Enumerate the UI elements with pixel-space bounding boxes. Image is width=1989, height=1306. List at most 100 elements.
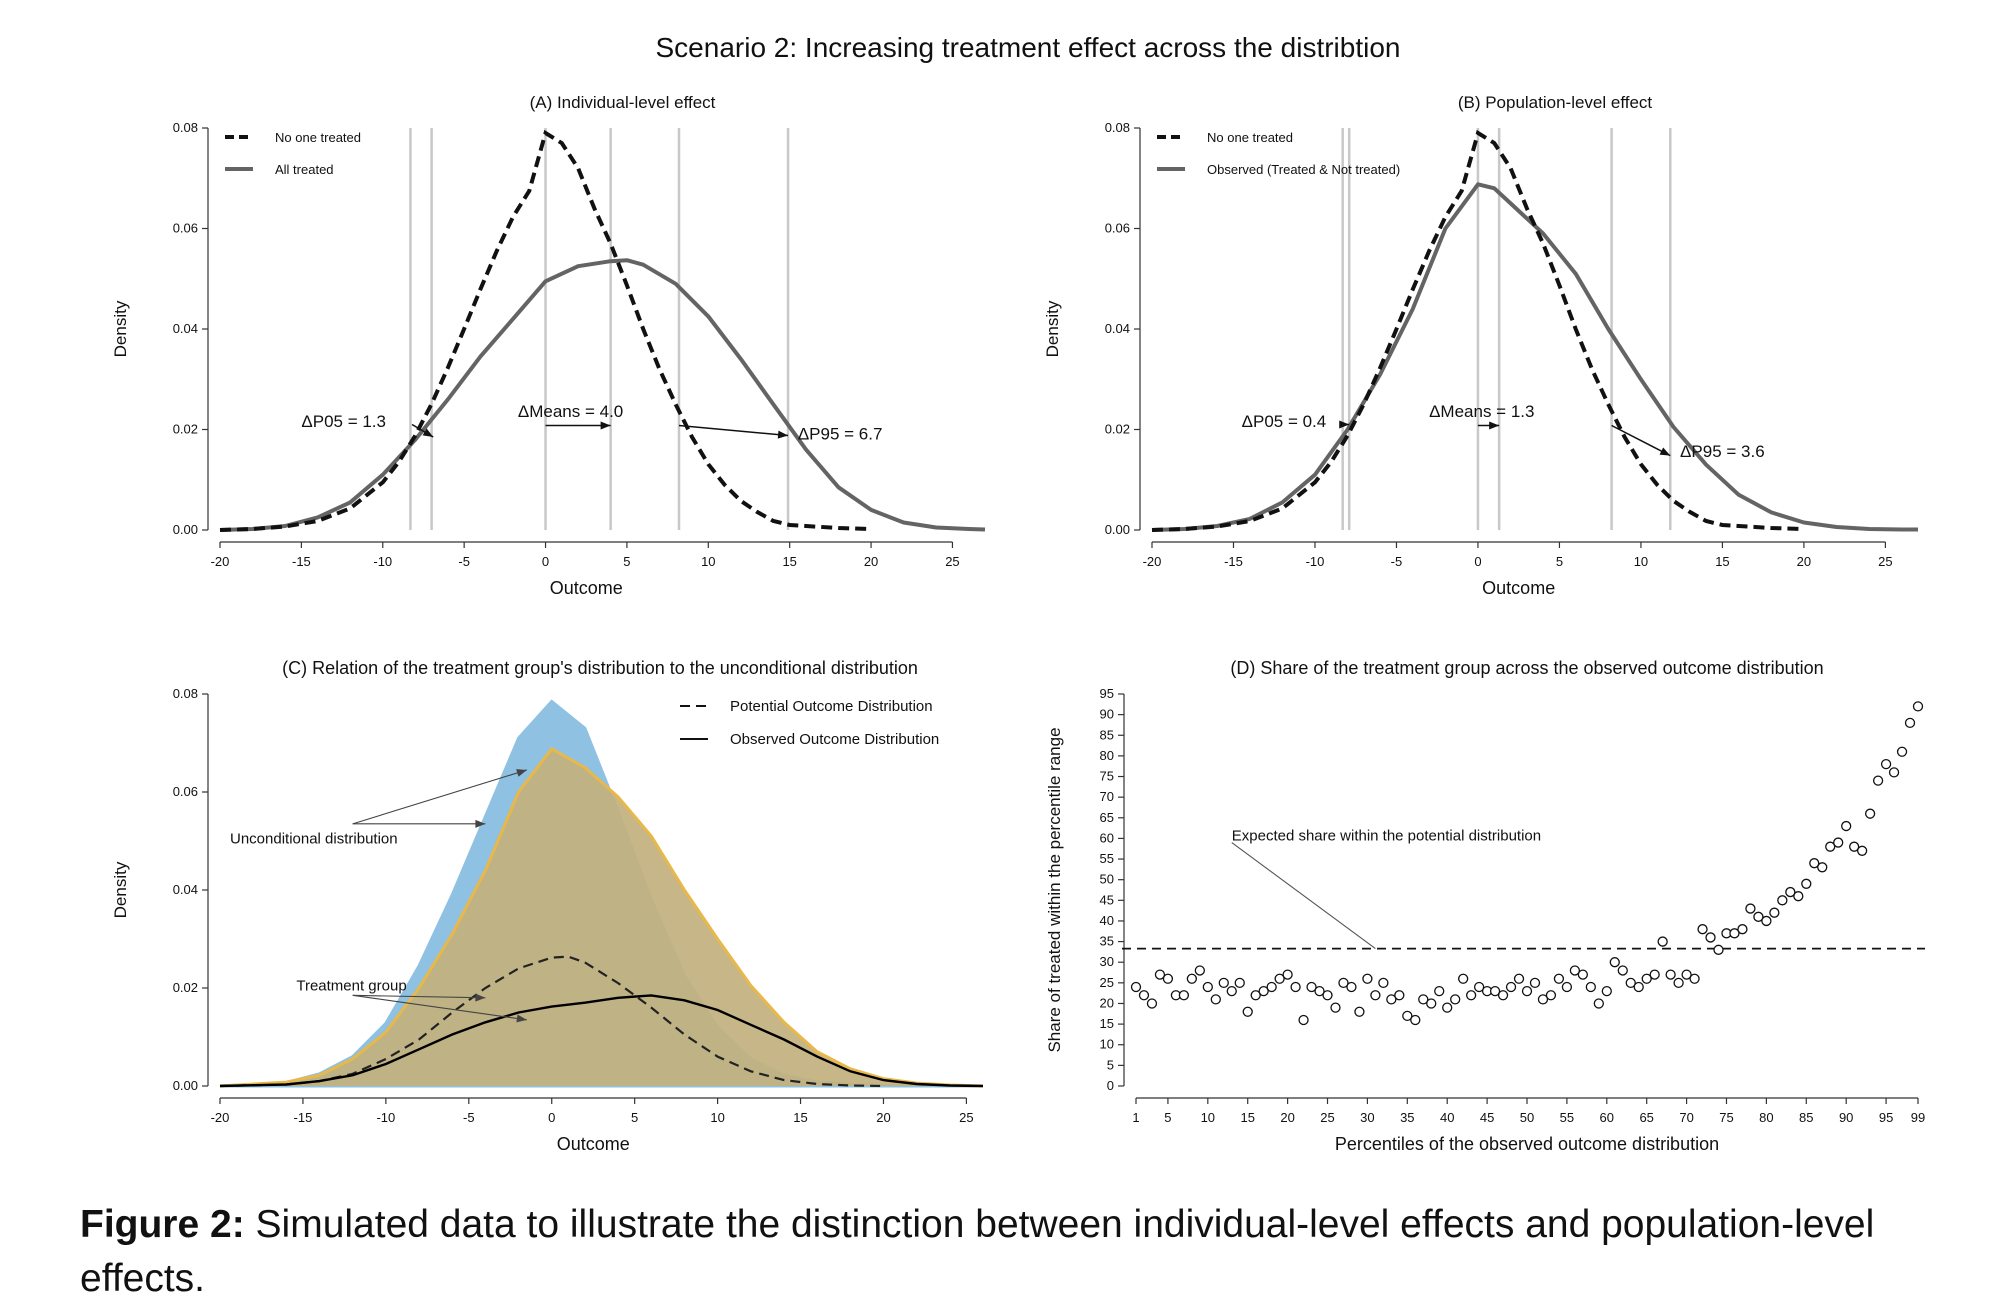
scatter-point	[1282, 969, 1293, 980]
x-tick-label: 15	[782, 554, 796, 569]
scatter-point	[1793, 891, 1804, 902]
reference-pointer-line	[1231, 842, 1376, 950]
x-tick-label: -20	[211, 554, 230, 569]
y-axis-label: Density	[1043, 300, 1062, 357]
scatter-point	[1242, 1006, 1253, 1017]
legend-label: Potential Outcome Distribution	[730, 698, 933, 715]
caption-text: Simulated data to illustrate the distinc…	[80, 1203, 1875, 1300]
scatter-point	[1505, 981, 1517, 993]
scatter-point	[1354, 1006, 1365, 1017]
x-tick-label: 50	[1520, 1110, 1534, 1125]
scatter-point	[1162, 973, 1174, 984]
x-tick-label: -5	[458, 554, 470, 569]
figure-title: Scenario 2: Increasing treatment effect …	[656, 32, 1401, 63]
y-tick-label: 0.06	[173, 784, 198, 799]
scatter-point	[1258, 985, 1269, 997]
y-tick-label: 95	[1100, 686, 1114, 701]
x-tick-label: 25	[959, 1110, 973, 1125]
annotation-label: ΔP95 = 6.7	[798, 425, 883, 444]
scatter-point	[1697, 924, 1708, 935]
scatter-point	[1849, 841, 1860, 852]
observed-orange-outline	[219, 746, 984, 1088]
y-tick-label: 45	[1100, 892, 1114, 907]
scatter-point	[1338, 977, 1349, 988]
scatter-point	[1896, 746, 1908, 757]
y-axis-label: Share of treated within the percentile r…	[1045, 727, 1064, 1052]
y-tick-label: 0.00	[173, 1078, 198, 1093]
scatter-point	[1322, 990, 1333, 1001]
x-tick-label: 5	[1164, 1110, 1171, 1125]
scatter-point	[1362, 973, 1373, 984]
x-tick-label: -10	[373, 554, 392, 569]
x-tick-label: 20	[1797, 554, 1811, 569]
annotation-arrowhead	[600, 421, 611, 430]
x-tick-label: 30	[1360, 1110, 1374, 1125]
scatter-point	[1705, 932, 1716, 943]
scatter-point	[1777, 895, 1788, 906]
x-tick-label: 45	[1480, 1110, 1494, 1125]
y-tick-label: 10	[1100, 1037, 1114, 1052]
scatter-point	[1226, 985, 1237, 997]
x-tick-label: 10	[1201, 1110, 1215, 1125]
scatter-point	[1681, 969, 1692, 980]
scatter-point	[1880, 758, 1892, 770]
scatter-point	[1450, 994, 1461, 1005]
scatter-point	[1545, 990, 1557, 1001]
scatter-point	[1872, 775, 1884, 786]
x-axis-label: Outcome	[557, 1134, 630, 1154]
x-tick-label: 15	[1240, 1110, 1254, 1125]
y-tick-label: 0.02	[1105, 422, 1130, 437]
y-tick-label: 0.06	[1105, 221, 1130, 236]
panel-a-individual-level-effect: -20 -15 -10 -5 0 5 10 15 20 25 0.00 0.02 0.04 0.06 0.0…	[111, 93, 986, 598]
scatter-point	[1410, 1014, 1421, 1026]
panel-title: (D) Share of the treatment group across …	[1230, 658, 1823, 678]
x-tick-label: 20	[1280, 1110, 1294, 1125]
panel-title: (C) Relation of the treatment group's di…	[282, 658, 918, 678]
y-tick-label: 30	[1100, 954, 1114, 969]
scatter-point	[1330, 1002, 1341, 1013]
y-tick-label: 65	[1100, 810, 1114, 825]
annotation-label: Treatment group	[296, 977, 406, 994]
annotation-pointer	[352, 769, 528, 825]
scatter-point	[1402, 1010, 1413, 1022]
x-tick-label: -10	[376, 1110, 395, 1125]
y-tick-label: 0.02	[173, 980, 198, 995]
y-tick-label: 40	[1100, 913, 1114, 928]
scatter-point	[1801, 878, 1812, 889]
x-tick-label: 60	[1600, 1110, 1614, 1125]
annotation-label: Unconditional distribution	[230, 830, 398, 847]
x-tick-label: 10	[701, 554, 715, 569]
x-axis-label: Outcome	[550, 578, 623, 598]
series-no-one-treated-line	[219, 129, 872, 532]
scatter-point	[1633, 981, 1644, 993]
y-axis-label: Density	[111, 861, 130, 918]
annotation-arrowhead	[475, 993, 486, 1002]
annotation-arrow	[678, 424, 789, 437]
x-tick-label: 10	[710, 1110, 724, 1125]
panel-c-treatment-group-relation: -20 -15 -10 -5 0 5 10 15 20 25 0.00 0.02 0.04 0.06 0.0…	[111, 658, 984, 1154]
y-tick-label: 75	[1100, 769, 1114, 784]
scatter-point	[1912, 701, 1924, 712]
panel-title: (B) Population-level effect	[1458, 93, 1653, 112]
scatter-point	[1146, 998, 1158, 1009]
y-tick-label: 35	[1100, 934, 1114, 949]
y-tick-label: 50	[1100, 872, 1114, 887]
observed-orange-area	[220, 748, 983, 1086]
annotation-label: ΔP95 = 3.6	[1680, 442, 1765, 461]
scatter-point	[1609, 957, 1620, 968]
scatter-point	[1904, 717, 1916, 729]
legend-label: Observed (Treated & Not treated)	[1207, 162, 1400, 177]
y-tick-label: 80	[1100, 748, 1114, 763]
x-tick-label: -15	[294, 1110, 313, 1125]
scatter-point	[1497, 990, 1509, 1001]
x-tick-label: 40	[1440, 1110, 1454, 1125]
x-tick-label: 25	[945, 554, 959, 569]
y-tick-label: 0.00	[1105, 522, 1130, 537]
scatter-point	[1194, 965, 1205, 976]
scatter-point	[1186, 973, 1198, 984]
scatter-point	[1130, 981, 1142, 993]
figure-caption: Figure 2: Simulated data to illustrate t…	[80, 1198, 1960, 1306]
caption-label: Figure 2:	[80, 1203, 245, 1246]
scatter-point	[1418, 994, 1429, 1005]
